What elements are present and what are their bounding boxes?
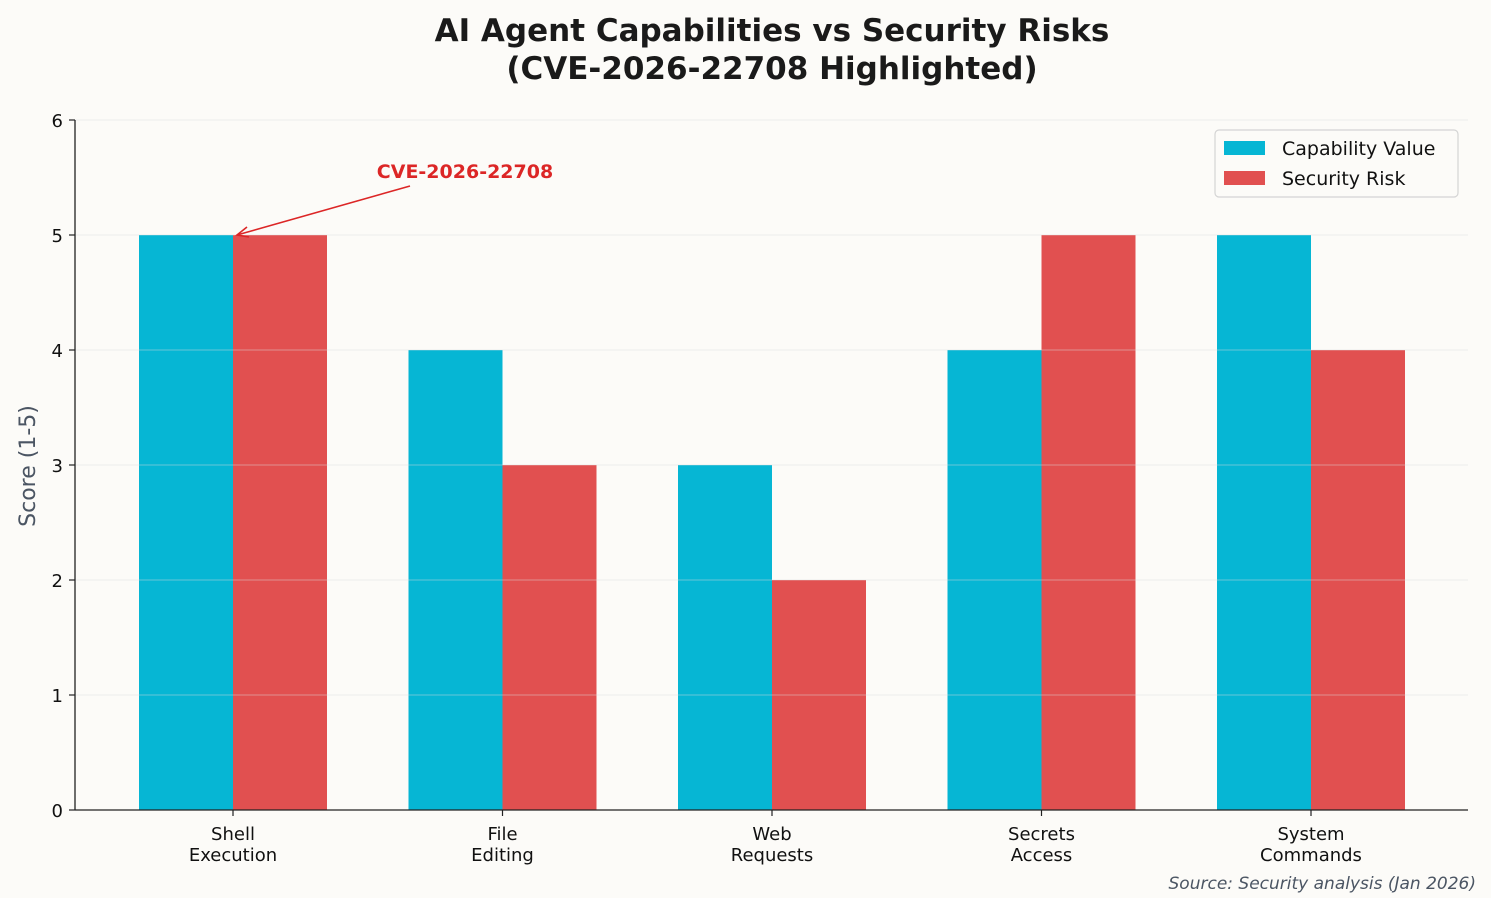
- bar-capability-value-3: [947, 350, 1042, 810]
- y-tick-label: 4: [52, 341, 63, 362]
- source-note: Source: Security analysis (Jan 2026): [1169, 874, 1476, 894]
- chart-title: AI Agent Capabilities vs Security Risks: [435, 13, 1110, 49]
- x-tick-label: Shell Execution: [189, 824, 277, 866]
- bar-capability-value-1: [408, 350, 503, 810]
- x-tick-label: System Commands: [1260, 824, 1362, 866]
- bar-security-risk-0: [233, 235, 327, 810]
- y-tick-label: 0: [52, 801, 63, 822]
- y-tick-label: 5: [52, 226, 63, 247]
- bar-security-risk-1: [502, 465, 597, 810]
- y-tick-label: 1: [52, 686, 63, 707]
- annotation-arrow: [236, 185, 411, 236]
- bar-security-risk-3: [1041, 235, 1136, 810]
- x-tick-label: Web Requests: [731, 824, 814, 866]
- x-tick-label: Secrets Access: [1008, 824, 1075, 866]
- legend-label: Security Risk: [1282, 168, 1405, 190]
- y-tick-label: 3: [52, 456, 63, 477]
- annotation-arrowhead: [235, 226, 250, 238]
- legend-box: [1214, 129, 1459, 198]
- bar-security-risk-2: [772, 580, 866, 810]
- legend-label: Capability Value: [1282, 138, 1435, 160]
- chart-subtitle: (CVE-2026-22708 Highlighted): [506, 51, 1037, 87]
- legend-swatch: [1224, 141, 1265, 155]
- y-axis-label: Score (1-5): [16, 405, 41, 527]
- bar-capability-value-0: [139, 235, 233, 810]
- y-tick-label: 2: [52, 571, 63, 592]
- x-tick-label: File Editing: [471, 824, 534, 866]
- bar-capability-value-2: [678, 465, 772, 810]
- y-tick-label: 6: [52, 111, 63, 132]
- bar-capability-value-4: [1217, 235, 1311, 810]
- annotation-label: CVE-2026-22708: [377, 161, 553, 183]
- legend-swatch: [1224, 171, 1265, 185]
- bar-security-risk-4: [1311, 350, 1405, 810]
